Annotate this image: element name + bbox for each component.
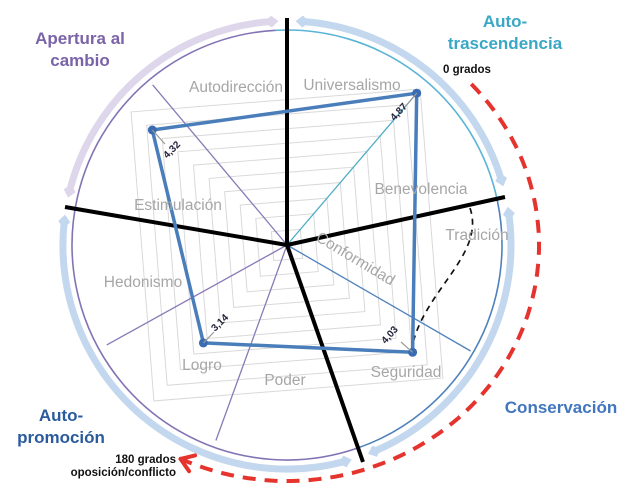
quadrant-band-arc: [373, 213, 515, 455]
dashed-leader-line: [411, 207, 474, 349]
region-label: Poder: [264, 372, 305, 389]
red-arrowhead: [178, 456, 192, 474]
value-leader-line: [202, 331, 215, 344]
arc-diamond-cap: [264, 15, 279, 28]
region-label: Conformidad: [313, 229, 398, 289]
axis-spoke: [106, 244, 288, 346]
value-leader-line: [400, 341, 413, 353]
quadrant-divider-spoke: [286, 195, 506, 247]
red-dashed-arc: [179, 82, 541, 483]
quadrant-divider-spoke: [285, 244, 365, 463]
quadrant-label-auto-promocion: Auto- promoción: [0, 405, 122, 449]
grid-ring: [161, 119, 413, 371]
value-leader-line: [151, 129, 166, 145]
axis-spoke: [215, 244, 288, 441]
quadrant-label-line: trascendencia: [447, 34, 563, 53]
region-label: Benevolencia: [374, 181, 467, 198]
red-arrowhead: [178, 453, 198, 461]
arc-diamond-cap: [502, 206, 515, 221]
region-label: Estimulación: [134, 197, 222, 214]
region-label: Tradición: [445, 227, 508, 244]
one-eighty-degrees-label: 180 grados oposición/conflicto: [38, 454, 176, 480]
one-eighty-degrees-line: 180 grados: [115, 454, 176, 466]
region-label: Universalismo: [303, 77, 400, 94]
grid-ring: [255, 213, 319, 277]
grid-ring: [270, 228, 304, 262]
quadrant-band-arc: [66, 18, 272, 192]
opposition-conflict-line: oposición/conflicto: [70, 467, 176, 479]
quadrant-label-conservacion: Conservación: [486, 397, 636, 419]
grid-ring: [208, 166, 366, 324]
zero-degrees-label: 0 grados: [443, 64, 491, 76]
arc-diamond-cap: [495, 172, 507, 187]
value-callout: 3,14: [209, 312, 231, 334]
quadrant-band-arc: [302, 18, 505, 181]
axis-spoke: [286, 244, 471, 352]
grid-ring: [130, 88, 444, 402]
quadrant-label-line: Auto-: [38, 406, 84, 425]
arc-diamond-cap: [338, 455, 352, 468]
value-callout: 4,03: [380, 324, 401, 346]
arc-diamond-cap: [63, 184, 76, 198]
region-label: Hedonismo: [104, 274, 182, 291]
quadrant-label-line: cambio: [50, 51, 110, 70]
quadrant-label-line: Conservación: [504, 398, 618, 417]
grid-ring: [177, 135, 397, 355]
grid-ring: [239, 197, 335, 293]
region-label: Logro: [182, 357, 222, 374]
quadrant-label-apertura-al-cambio: Apertura al cambio: [10, 28, 150, 72]
quadrant-band-arc: [59, 221, 346, 473]
outer-circle-segment: [71, 29, 358, 461]
quadrant-label-auto-trascendencia: Auto- trascendencia: [415, 11, 595, 55]
quadrant-label-line: promoción: [17, 428, 105, 447]
arc-diamond-cap: [295, 15, 310, 28]
quadrant-label-line: Apertura al: [35, 29, 125, 48]
arc-diamond-cap: [58, 214, 71, 229]
region-label: Seguridad: [371, 364, 442, 381]
quadrant-label-line: Auto-: [482, 12, 528, 31]
outer-circle-segment: [275, 29, 499, 201]
arc-diamond-cap: [368, 445, 381, 457]
grid-ring: [224, 182, 350, 308]
value-leader-line: [404, 92, 418, 108]
axis-spoke: [286, 92, 418, 246]
value-callout: 4,32: [161, 139, 183, 161]
outer-circle-segment: [356, 200, 503, 450]
region-label: Autodirección: [189, 79, 283, 96]
axis-spoke: [152, 84, 288, 246]
